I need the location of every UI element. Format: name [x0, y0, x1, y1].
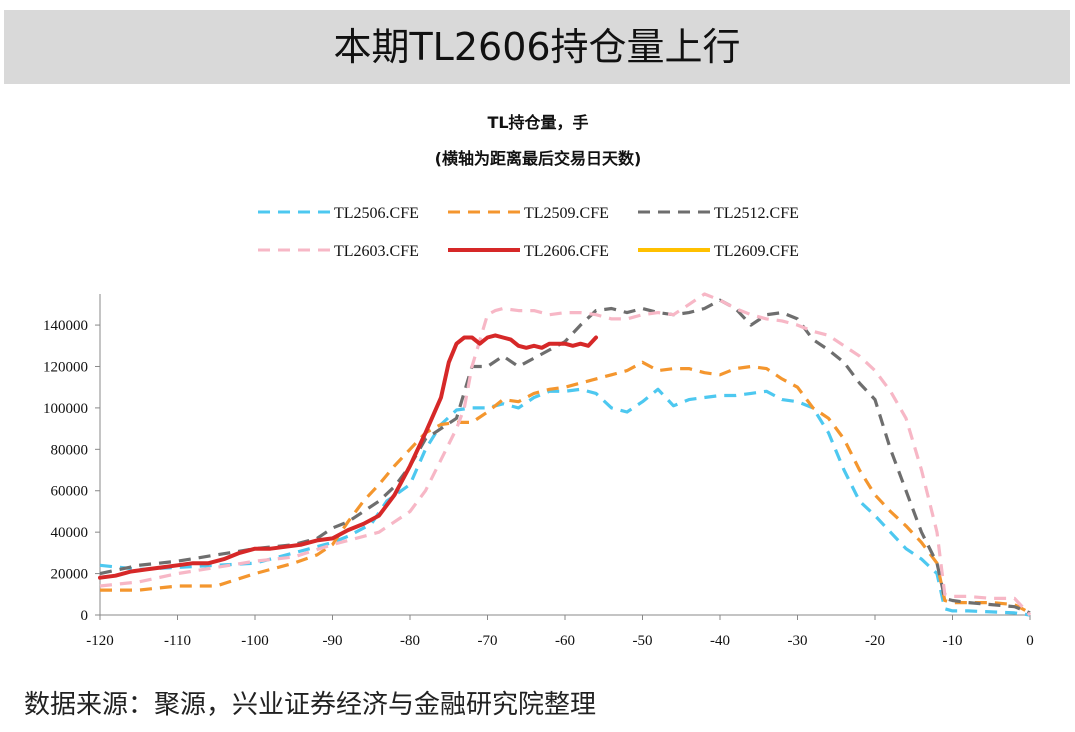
- series-line-tl2606-cfe: [98, 333, 598, 580]
- source-note: 数据来源：聚源，兴业证券经济与金融研究院整理: [24, 690, 597, 720]
- legend: TL2506.CFE TL2509.CFE TL2512.CFE TL2603.CFE…: [258, 205, 799, 260]
- y-tick-label: 40000: [51, 525, 89, 541]
- legend-label: TL2606.CFE: [524, 243, 609, 260]
- page-title: 本期TL2606持仓量上行: [333, 25, 741, 69]
- series-line-tl2603-cfe: [99, 292, 1032, 617]
- series-line-tl2509-cfe: [100, 360, 1031, 615]
- axes: 0 20000 40000 60000 80000 100000 120000 140000 -…: [43, 294, 1034, 649]
- y-tick-label: 20000: [51, 567, 89, 583]
- series-lines: [98, 292, 1032, 617]
- x-tick-label: -10: [943, 633, 963, 649]
- x-tick-label: -30: [788, 633, 808, 649]
- legend-item-tl2603-cfe: TL2603.CFE: [258, 243, 419, 260]
- x-tick-label: -110: [164, 633, 191, 649]
- x-tick-label: -90: [323, 633, 343, 649]
- legend-item-tl2506-cfe: TL2506.CFE: [258, 205, 419, 222]
- x-tick-label: -70: [478, 633, 498, 649]
- x-tick-label: -20: [865, 633, 885, 649]
- series-line-tl2512-cfe: [99, 298, 1031, 615]
- y-tick-label: 140000: [43, 318, 88, 334]
- y-tick-label: 100000: [43, 401, 88, 417]
- header-band: 本期TL2606持仓量上行: [4, 10, 1070, 84]
- legend-item-tl2609-cfe: TL2609.CFE: [638, 243, 799, 260]
- legend-item-tl2509-cfe: TL2509.CFE: [448, 205, 609, 222]
- legend-label: TL2609.CFE: [714, 243, 799, 260]
- chart: TL持仓量，手 (横轴为距离最后交易日天数) TL2506.CFE TL2509.…: [43, 113, 1034, 649]
- y-tick-label: 120000: [43, 359, 88, 375]
- legend-item-tl2512-cfe: TL2512.CFE: [638, 205, 799, 222]
- x-tick-label: -60: [555, 633, 575, 649]
- x-tick-label: -80: [400, 633, 420, 649]
- x-tick-label: -100: [241, 633, 269, 649]
- x-tick-label: -50: [633, 633, 653, 649]
- legend-label: TL2512.CFE: [714, 205, 799, 222]
- y-tick-label: 80000: [51, 442, 89, 458]
- x-tick-label: 0: [1026, 633, 1034, 649]
- chart-subtitle: (横轴为距离最后交易日天数): [435, 149, 642, 168]
- legend-item-tl2606-cfe: TL2606.CFE: [448, 243, 609, 260]
- legend-label: TL2509.CFE: [524, 205, 609, 222]
- chart-title: TL持仓量，手: [487, 113, 588, 132]
- legend-label: TL2506.CFE: [334, 205, 419, 222]
- y-tick-label: 60000: [51, 484, 89, 500]
- series-line-tl2506-cfe: [99, 387, 1031, 617]
- legend-label: TL2603.CFE: [334, 243, 419, 260]
- x-tick-label: -120: [86, 633, 114, 649]
- y-tick-label: 0: [81, 608, 89, 624]
- x-tick-label: -40: [710, 633, 730, 649]
